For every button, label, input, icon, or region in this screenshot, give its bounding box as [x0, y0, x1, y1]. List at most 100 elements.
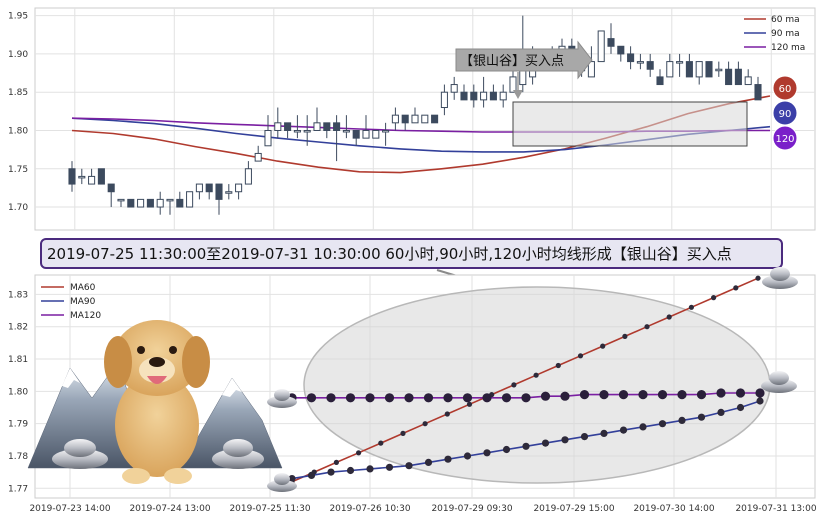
- candle: [146, 198, 154, 208]
- series-point-ma120: [657, 390, 668, 400]
- top-chart-panel: 1.70 1.75 1.80 1.85 1.90 1.95 【银山谷】买入点 60 ma …: [8, 7, 816, 231]
- candle: [636, 53, 644, 70]
- bottom-x-tick-label: 2019-07-25 11:30: [229, 504, 310, 514]
- series-point-ma120: [696, 390, 707, 400]
- series-point-ma120: [384, 393, 395, 403]
- candle: [88, 168, 96, 185]
- series-point-ma90: [346, 466, 355, 475]
- candle: [656, 69, 664, 86]
- series-point-ma120: [755, 388, 765, 398]
- callout-pointer-head: [513, 90, 523, 99]
- candle-body: [303, 129, 311, 133]
- candle: [617, 45, 625, 62]
- series-point-ma90: [717, 408, 725, 416]
- candle: [176, 191, 184, 208]
- series-point-ma90: [736, 403, 745, 412]
- series-point-ma60: [511, 382, 517, 388]
- candle: [264, 115, 272, 147]
- candle: [97, 168, 105, 185]
- bottom-x-tick-label: 2019-07-26 10:30: [329, 504, 410, 514]
- legend-label-60ma: 60 ma: [771, 15, 800, 25]
- series-point-ma120: [443, 393, 453, 403]
- candle: [421, 114, 429, 124]
- valley-highlight-box: [512, 101, 748, 147]
- series-point-ma120: [599, 390, 609, 400]
- badge-60-label: 60: [779, 84, 792, 95]
- candle-body: [666, 61, 674, 78]
- candle: [372, 129, 380, 139]
- series-point-ma60: [755, 275, 761, 281]
- series-point-ma90: [463, 452, 472, 460]
- series-point-ma60: [378, 440, 384, 446]
- candle: [744, 69, 752, 86]
- series-point-ma120: [560, 391, 570, 401]
- candle: [666, 53, 674, 78]
- candle: [195, 183, 203, 200]
- series-point-ma60: [644, 324, 650, 330]
- series-point-ma60: [666, 314, 672, 320]
- top-y-tick-label: 1.75: [8, 165, 28, 175]
- candle-body: [68, 168, 76, 185]
- series-point-ma90: [405, 462, 413, 470]
- series-point-ma90: [288, 475, 296, 483]
- candle-body: [156, 198, 164, 208]
- ma-badges: 60 90 120: [772, 75, 798, 151]
- series-point-ma60: [356, 450, 362, 456]
- series-point-ma90: [424, 458, 433, 466]
- dog-mascot-icon: [104, 320, 210, 484]
- series-point-ma120: [618, 390, 629, 400]
- series-point-ma90: [327, 468, 335, 476]
- bottom-y-tick-label: 1.81: [8, 355, 28, 365]
- candle: [470, 84, 478, 108]
- series-point-ma120: [677, 390, 687, 400]
- candle: [597, 30, 605, 63]
- bottom-y-tick-label: 1.77: [8, 484, 28, 494]
- candle: [186, 191, 194, 208]
- candle: [705, 61, 713, 78]
- candle: [333, 115, 341, 162]
- bottom-x-axis-ticks: 2019-07-23 14:00 2019-07-24 13:00 2019-07-…: [29, 504, 816, 514]
- candle-body: [715, 68, 723, 72]
- candle-body: [352, 129, 360, 139]
- candle: [215, 183, 223, 215]
- series-point-ma120: [638, 390, 648, 400]
- series-point-ma60: [577, 353, 584, 359]
- candle: [450, 76, 458, 100]
- candle: [627, 46, 635, 70]
- candle: [225, 184, 233, 200]
- bottom-x-tick-label: 2019-07-30 14:00: [633, 504, 714, 514]
- candle-body: [676, 61, 684, 64]
- series-point-ma60: [711, 295, 717, 301]
- series-point-ma120: [306, 393, 317, 403]
- candle-body: [313, 122, 321, 131]
- bottom-x-tick-label: 2019-07-23 14:00: [29, 504, 110, 514]
- series-point-ma90: [444, 455, 452, 463]
- candle: [382, 122, 390, 146]
- bottom-x-tick-label: 2019-07-24 13:00: [129, 504, 210, 514]
- candle-body: [587, 61, 595, 78]
- series-point-ma60: [688, 304, 695, 310]
- series-point-ma60: [422, 421, 428, 427]
- candle-body: [284, 122, 292, 131]
- candle: [323, 122, 331, 139]
- series-point-ma120: [365, 393, 375, 403]
- candle: [352, 129, 360, 146]
- candle-body: [382, 129, 390, 133]
- badge-60: [772, 75, 798, 101]
- candle-body: [411, 114, 419, 124]
- candle: [411, 107, 419, 124]
- candle-body: [333, 122, 341, 131]
- candle-body: [372, 129, 380, 139]
- candle: [78, 168, 86, 185]
- candle-body: [137, 198, 145, 208]
- silver-ingot-icon: [267, 473, 297, 492]
- top-y-tick-label: 1.80: [8, 126, 28, 136]
- candle: [244, 161, 252, 185]
- series-point-ma120: [423, 393, 434, 403]
- candle: [480, 76, 488, 108]
- series-point-ma60: [466, 401, 473, 407]
- silver-ingot-icon: [762, 267, 798, 289]
- candle-body: [489, 91, 497, 101]
- candle: [754, 76, 762, 101]
- signal-banner-text: 2019-07-25 11:30:00至2019-07-31 10:30:00 …: [47, 245, 732, 263]
